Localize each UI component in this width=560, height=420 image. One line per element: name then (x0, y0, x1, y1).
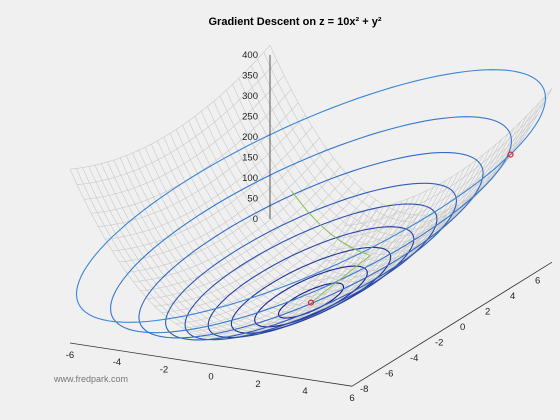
mesh-line-y (263, 52, 547, 223)
descent-path (290, 190, 371, 303)
y-axis-line (351, 261, 553, 387)
end-point-marker (307, 299, 315, 306)
y-tick-label: -4 (410, 353, 418, 364)
mesh-line-x (351, 88, 553, 213)
mesh-line-y (257, 58, 540, 230)
mesh-line-y (113, 159, 397, 331)
contour-line (165, 182, 457, 341)
mesh-line-y (269, 45, 553, 216)
y-tick-label: 6 (535, 276, 540, 287)
z-tick-label: 200 (242, 132, 258, 143)
mesh-line-y (201, 111, 484, 282)
mesh-line-y (138, 150, 422, 321)
markers (307, 151, 514, 306)
mesh-line-y (244, 71, 528, 243)
descent-paths (290, 190, 371, 303)
axes: -6-4-20246-8-6-4-20246805010015020025030… (66, 50, 553, 404)
x-tick-label: 0 (208, 372, 213, 383)
y-tick-label: -6 (385, 369, 393, 380)
y-tick-label: -8 (360, 384, 368, 395)
y-tick-label: 2 (485, 307, 490, 318)
contour-line (75, 69, 547, 323)
chart-title: Gradient Descent on z = 10x² + y² (208, 16, 381, 28)
mesh-line-y (219, 95, 503, 267)
mesh-line-x (140, 166, 341, 291)
x-tick-label: 4 (302, 386, 307, 397)
contour-line (207, 226, 415, 339)
mesh-line-y (69, 169, 353, 340)
mesh-line-y (151, 143, 434, 315)
z-tick-label: 50 (247, 194, 258, 205)
mesh-line-y (188, 120, 472, 292)
mesh-line-y (213, 101, 497, 272)
z-tick-label: 250 (242, 112, 258, 123)
mesh-line-x (295, 174, 496, 299)
mesh-line-y (76, 168, 359, 339)
z-tick-label: 350 (242, 71, 258, 82)
contour-lines (75, 69, 547, 341)
z-tick-label: 400 (242, 50, 258, 61)
contour-line (110, 116, 512, 334)
z-tick-label: 150 (242, 153, 258, 164)
z-tick-label: 100 (242, 173, 258, 184)
surface-mesh (69, 45, 553, 340)
y-tick-label: 4 (510, 291, 515, 302)
y-tick-label: 0 (460, 322, 465, 333)
mesh-line-y (94, 164, 378, 336)
x-tick-label: -6 (66, 350, 74, 361)
y-tick-label: -2 (435, 338, 443, 349)
z-tick-label: 0 (253, 214, 258, 225)
contour-line (184, 203, 438, 341)
mesh-line-y (182, 125, 465, 296)
mesh-line-y (107, 161, 390, 333)
contour-line (138, 151, 484, 339)
x-tick-label: -2 (160, 364, 168, 375)
watermark: www.fredpark.com (54, 374, 129, 384)
x-tick-label: 2 (255, 379, 260, 390)
mesh-line-y (194, 116, 478, 287)
x-tick-label: 6 (349, 393, 354, 404)
x-tick-label: -4 (113, 357, 121, 368)
start-point-marker (507, 151, 514, 158)
mesh-line-y (157, 140, 440, 312)
z-tick-label: 300 (242, 91, 258, 102)
x-axis-line (69, 342, 353, 387)
mesh-line-y (226, 90, 509, 261)
mesh-line-y (119, 157, 403, 329)
mesh-line-x (98, 102, 299, 227)
mesh-line-y (126, 155, 409, 326)
